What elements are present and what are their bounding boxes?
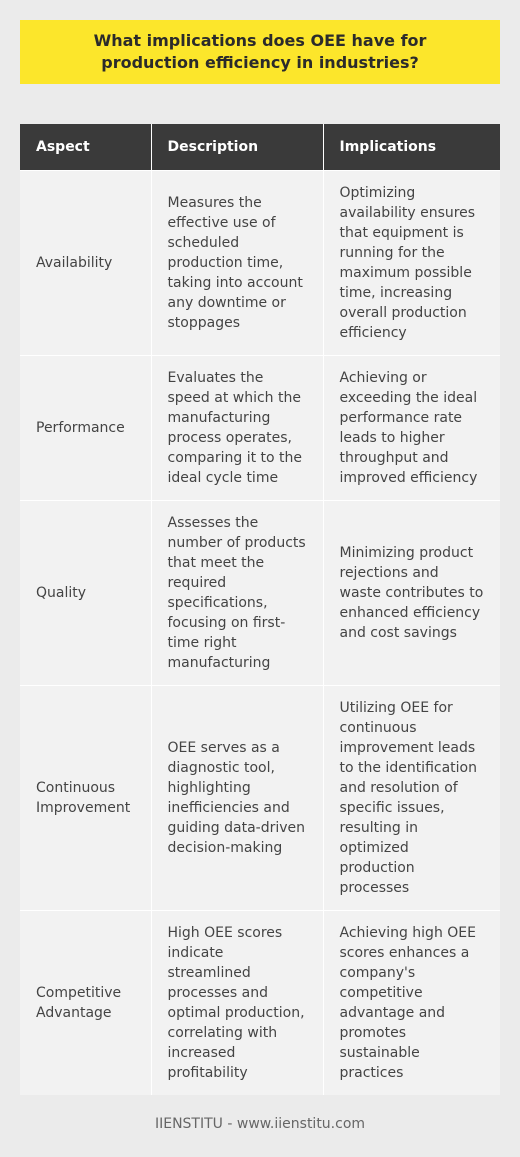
cell-aspect: Competitive Advantage <box>20 909 152 1095</box>
oee-table: Aspect Description Implications Availabi… <box>20 124 500 1095</box>
cell-implications: Achieving high OEE scores enhances a com… <box>323 909 500 1095</box>
cell-description: High OEE scores indicate streamlined pro… <box>151 909 324 1095</box>
table-row: Quality Assesses the number of products … <box>20 499 500 685</box>
header-aspect: Aspect <box>20 124 152 170</box>
page-title: What implications does OEE have for prod… <box>93 31 427 72</box>
cell-aspect: Performance <box>20 354 152 500</box>
cell-implications: Utilizing OEE for continuous improvement… <box>323 684 500 910</box>
header-implications: Implications <box>323 124 500 170</box>
footer-credit: IIENSTITU - www.iienstitu.com <box>154 1116 366 1132</box>
cell-description: Measures the effective use of scheduled … <box>151 169 324 355</box>
table-row: Continuous Improvement OEE serves as a d… <box>20 684 500 910</box>
table-header-row: Aspect Description Implications <box>20 124 500 170</box>
cell-implications: Optimizing availability ensures that equ… <box>323 169 500 355</box>
table-row: Availability Measures the effective use … <box>20 169 500 355</box>
header-description: Description <box>151 124 324 170</box>
cell-implications: Minimizing product rejections and waste … <box>323 499 500 685</box>
cell-description: OEE serves as a diagnostic tool, highlig… <box>151 684 324 910</box>
table-row: Competitive Advantage High OEE scores in… <box>20 909 500 1095</box>
table-row: Performance Evaluates the speed at which… <box>20 354 500 500</box>
cell-description: Assesses the number of products that mee… <box>151 499 324 685</box>
cell-implications: Achieving or exceeding the ideal perform… <box>323 354 500 500</box>
cell-aspect: Quality <box>20 499 152 685</box>
title-banner: What implications does OEE have for prod… <box>20 20 500 84</box>
cell-aspect: Availability <box>20 169 152 355</box>
cell-aspect: Continuous Improvement <box>20 684 152 910</box>
cell-description: Evaluates the speed at which the manufac… <box>151 354 324 500</box>
